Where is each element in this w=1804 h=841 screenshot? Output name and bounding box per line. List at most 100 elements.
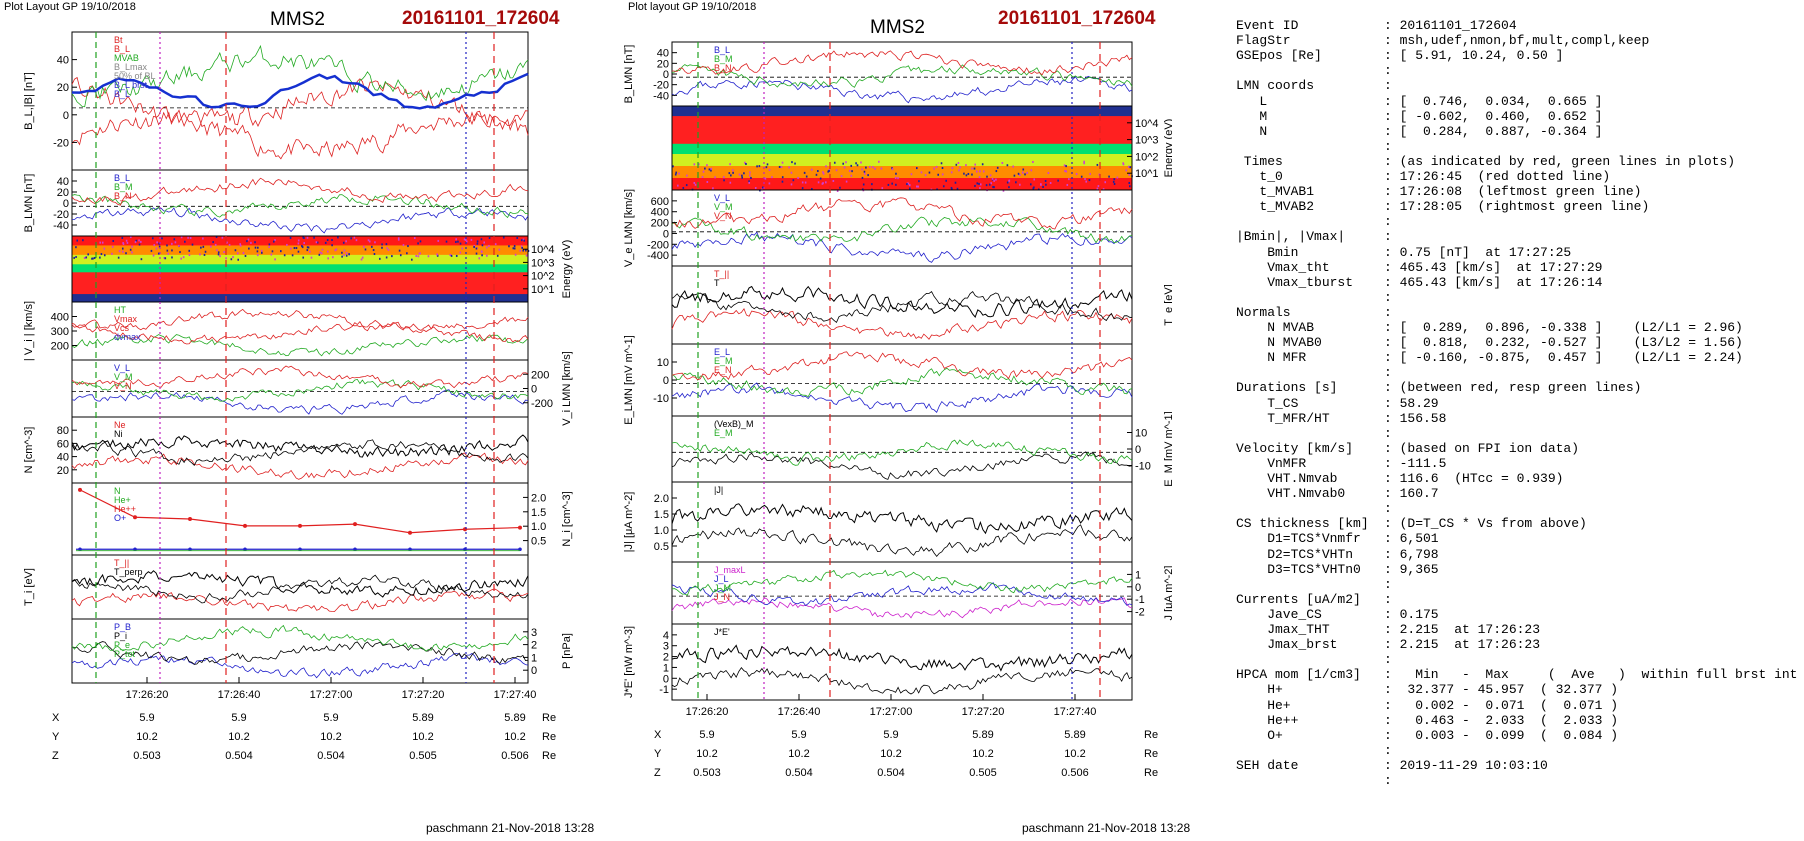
- spectrogram-speckle: [741, 176, 743, 179]
- spectrogram-speckle: [781, 176, 784, 179]
- spectrogram-speckle: [1128, 181, 1131, 184]
- spectrogram-speckle: [131, 251, 133, 254]
- spectrogram-speckle: [210, 245, 212, 248]
- spectrogram-speckle: [188, 254, 191, 257]
- spectrogram-speckle: [236, 252, 239, 255]
- oplus-point: [298, 547, 302, 552]
- y-axis-label: N_i [cm^-3]: [561, 491, 573, 546]
- y-axis-label: T_e [eV]: [1163, 284, 1172, 326]
- y-tick-label: 10^2: [1135, 151, 1159, 163]
- spectrogram-speckle: [1019, 173, 1021, 176]
- y-axis-label: E_LMN [mV m^-1]: [623, 335, 635, 425]
- spectrogram-speckle: [978, 176, 981, 179]
- spectrogram-speckle: [936, 188, 938, 191]
- spectrogram-speckle: [1008, 179, 1011, 182]
- series-line: [671, 439, 1133, 466]
- summary-value: :: [1384, 591, 1400, 607]
- event-summary: Event ID: 20161101_172604 FlagStr: msh,ud…: [1236, 18, 1797, 818]
- y-tick-label: 10^4: [1135, 118, 1159, 130]
- spectrogram-speckle: [1026, 171, 1028, 174]
- spectrogram-speckle: [672, 165, 674, 168]
- oplus-point: [243, 547, 247, 552]
- spectrogram-speckle: [908, 184, 911, 187]
- coord-value: 5.9: [323, 712, 338, 724]
- x-tick-label: 17:27:20: [402, 689, 445, 701]
- legend-entry: O+: [114, 513, 126, 523]
- black-series-line: [671, 285, 1133, 318]
- spectrogram-speckle: [942, 185, 945, 188]
- spectrogram-speckle: [101, 241, 104, 244]
- spectrogram-speckle: [764, 177, 767, 180]
- oplus-point: [353, 547, 357, 552]
- spectrogram-speckle: [897, 177, 899, 180]
- y-tick-label: 10: [1135, 428, 1147, 440]
- spectrogram-speckle: [976, 182, 979, 185]
- spectrogram-speckle: [843, 166, 846, 169]
- y-tick-label: 0: [531, 384, 537, 396]
- summary-value: : 0.175: [1384, 606, 1439, 622]
- series-line: [671, 351, 1133, 381]
- spectrogram-speckle: [778, 165, 781, 168]
- spectrogram-speckle: [75, 246, 77, 249]
- spectrogram-speckle: [860, 161, 862, 164]
- spectrogram-speckle: [514, 253, 517, 256]
- spectrogram-speckle: [1083, 160, 1085, 163]
- spectrogram-speckle: [907, 182, 910, 185]
- spectrogram-speckle: [1128, 165, 1130, 168]
- coord-value: 0.505: [969, 767, 997, 779]
- summary-value: :: [1384, 501, 1400, 517]
- spectrogram-speckle: [732, 171, 734, 174]
- series-line: [71, 321, 529, 345]
- spectrogram-speckle: [1013, 174, 1016, 177]
- spectrogram-speckle: [239, 243, 242, 246]
- y-tick-label: 1: [1135, 569, 1141, 581]
- spectrogram-speckle: [87, 253, 90, 256]
- summary-value: : (between red, resp green lines): [1384, 380, 1642, 396]
- spectrogram-speckle: [1022, 168, 1025, 171]
- spectrogram-speckle: [825, 165, 827, 168]
- series-line: [671, 307, 1133, 340]
- spectrogram-speckle: [268, 246, 270, 249]
- spectrogram-speckle: [1008, 186, 1010, 189]
- spectrogram-speckle: [256, 250, 259, 253]
- spectrogram-speckle: [1065, 165, 1067, 168]
- spectrogram-speckle: [118, 250, 121, 253]
- summary-value: :: [1384, 214, 1400, 230]
- legend-entry: E_L: [714, 347, 730, 357]
- spectrogram-speckle: [473, 245, 475, 248]
- y-tick-label: 2: [531, 640, 537, 652]
- spectrogram-speckle: [122, 242, 124, 245]
- spectrogram-speckle: [918, 180, 920, 183]
- legend-entry: B_N: [714, 63, 732, 73]
- y-tick-label: -40: [53, 220, 69, 232]
- spectrogram-speckle: [99, 256, 101, 259]
- coord-value: 5.89: [504, 712, 525, 724]
- spectrogram-speckle: [810, 168, 813, 171]
- spectrogram-speckle: [1128, 173, 1131, 176]
- spectrogram-speckle: [1129, 166, 1131, 169]
- spectrogram-speckle: [788, 166, 790, 169]
- panel-j: 2.0 1.5 1.0 0.5 |J| [μA m^-2] |J|: [623, 481, 1133, 563]
- spectrogram-speckle: [1037, 188, 1040, 191]
- coord-unit: Re: [1144, 729, 1158, 741]
- spectrogram-speckle: [945, 179, 947, 182]
- legend-entry: B_L: [114, 89, 130, 99]
- y-tick-label: -40: [653, 90, 669, 102]
- spectrogram-speckle: [171, 249, 173, 252]
- spectrogram-speckle: [151, 237, 154, 240]
- spectrogram-speckle: [1042, 185, 1044, 188]
- spectrogram-speckle: [895, 183, 897, 186]
- summary-value: :: [1384, 576, 1400, 592]
- spectrogram-speckle: [272, 240, 275, 243]
- spectrogram-speckle: [250, 241, 252, 244]
- spectrogram-speckle: [157, 252, 160, 255]
- summary-value: : 465.43 [km/s] at 17:26:14: [1384, 274, 1603, 290]
- spectrogram-speckle: [748, 180, 750, 183]
- spectrogram-speckle: [928, 171, 931, 174]
- series-line: [71, 588, 529, 613]
- spectrogram-speckle: [257, 246, 259, 249]
- spectrogram-speckle: [712, 187, 714, 190]
- panel-elmn: 10 0 -10 E_LMN [mV m^-1] E_LE_ME_N: [623, 335, 1133, 425]
- spectrogram-speckle: [411, 258, 413, 261]
